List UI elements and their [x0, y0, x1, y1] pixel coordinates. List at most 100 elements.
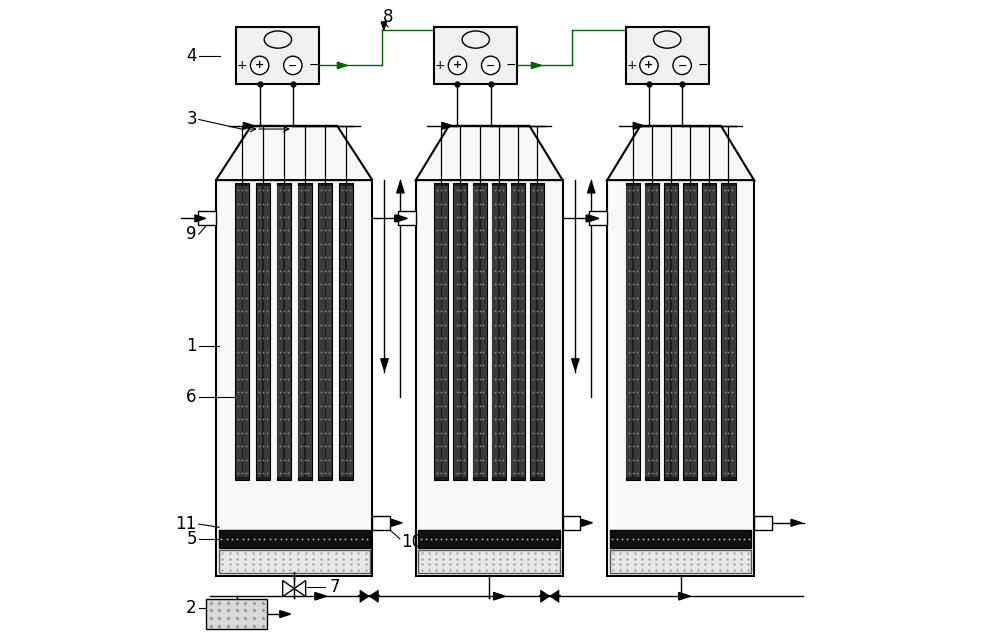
Polygon shape: [395, 215, 405, 222]
Polygon shape: [607, 126, 754, 180]
Text: 10: 10: [401, 533, 422, 551]
Text: 6: 6: [186, 388, 197, 406]
Bar: [691, 187, 697, 477]
Text: −: −: [288, 60, 298, 71]
Bar: [319, 187, 325, 477]
Polygon shape: [369, 590, 378, 603]
Bar: [721, 183, 736, 480]
Bar: [339, 183, 353, 480]
Bar: [435, 187, 441, 477]
Polygon shape: [243, 122, 254, 129]
Bar: [416, 180, 563, 576]
Bar: [256, 183, 270, 480]
Ellipse shape: [462, 31, 489, 48]
Polygon shape: [541, 590, 550, 603]
Polygon shape: [397, 215, 407, 222]
Bar: [318, 183, 332, 480]
Text: 4: 4: [186, 47, 197, 65]
Bar: [538, 187, 544, 477]
Text: −: −: [698, 59, 708, 72]
Bar: [257, 187, 262, 477]
Bar: [710, 187, 716, 477]
Text: +: +: [435, 59, 445, 72]
Polygon shape: [216, 126, 372, 180]
Bar: [610, 531, 751, 548]
Bar: [372, 516, 390, 530]
Text: −: −: [486, 60, 495, 71]
Bar: [672, 187, 678, 477]
Text: +: +: [255, 60, 264, 71]
Ellipse shape: [654, 31, 681, 48]
Polygon shape: [442, 122, 453, 129]
Bar: [219, 531, 370, 548]
Bar: [626, 27, 709, 85]
Bar: [511, 187, 517, 477]
Bar: [754, 516, 772, 530]
Polygon shape: [633, 122, 644, 129]
Polygon shape: [550, 590, 559, 603]
Bar: [626, 183, 640, 480]
Bar: [684, 187, 690, 477]
Polygon shape: [283, 581, 306, 597]
Text: +: +: [644, 60, 654, 71]
Bar: [462, 187, 467, 477]
Polygon shape: [582, 519, 592, 526]
Bar: [306, 187, 312, 477]
Bar: [531, 187, 536, 477]
Polygon shape: [337, 62, 347, 69]
Bar: [418, 531, 560, 548]
Text: 2: 2: [186, 599, 197, 617]
Bar: [434, 183, 448, 480]
Polygon shape: [494, 592, 505, 600]
Bar: [492, 187, 498, 477]
Circle shape: [448, 56, 467, 74]
Bar: [277, 187, 283, 477]
Bar: [340, 187, 345, 477]
Text: 1: 1: [186, 337, 197, 355]
Polygon shape: [679, 592, 690, 600]
Text: 8: 8: [383, 8, 394, 26]
Text: +: +: [453, 60, 462, 71]
Bar: [243, 187, 249, 477]
Bar: [347, 187, 353, 477]
Circle shape: [673, 56, 691, 74]
Bar: [298, 187, 304, 477]
Bar: [645, 187, 651, 477]
Bar: [418, 550, 560, 572]
Polygon shape: [280, 611, 291, 617]
Circle shape: [284, 56, 302, 74]
Polygon shape: [586, 215, 597, 222]
Bar: [285, 187, 291, 477]
Text: 5: 5: [186, 530, 197, 549]
Polygon shape: [392, 519, 402, 526]
Bar: [730, 187, 736, 477]
Bar: [236, 187, 242, 477]
Polygon shape: [531, 62, 541, 69]
Text: +: +: [626, 59, 637, 72]
Bar: [530, 183, 544, 480]
Bar: [454, 187, 460, 477]
Text: −: −: [677, 60, 687, 71]
Bar: [236, 27, 319, 85]
Bar: [634, 187, 640, 477]
Bar: [645, 183, 659, 480]
Bar: [702, 183, 716, 480]
Bar: [664, 183, 678, 480]
Polygon shape: [588, 181, 595, 193]
Bar: [442, 187, 448, 477]
Ellipse shape: [264, 31, 292, 48]
Polygon shape: [360, 590, 369, 603]
Bar: [298, 183, 312, 480]
Polygon shape: [791, 519, 802, 526]
Text: 3: 3: [186, 110, 197, 128]
Polygon shape: [381, 22, 386, 30]
Bar: [610, 550, 751, 572]
Bar: [589, 212, 607, 226]
Bar: [434, 27, 517, 85]
Bar: [453, 183, 467, 480]
Bar: [216, 180, 372, 576]
Bar: [398, 212, 416, 226]
Polygon shape: [315, 592, 327, 600]
Bar: [326, 187, 332, 477]
Bar: [511, 183, 525, 480]
